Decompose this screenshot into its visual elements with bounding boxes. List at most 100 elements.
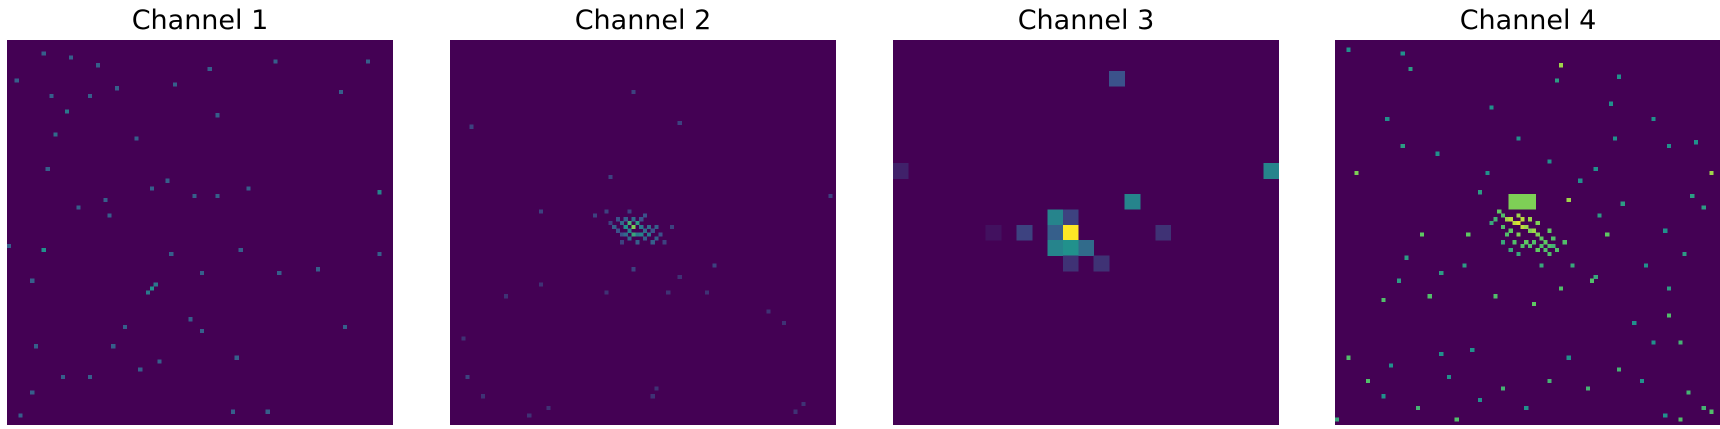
heatmap-cell	[315, 267, 320, 272]
heatmap-cell	[1528, 194, 1533, 199]
heatmap-cell	[592, 213, 597, 218]
heatmap-cell	[1666, 143, 1672, 149]
heatmap-cell	[1477, 398, 1482, 403]
heatmap-cell	[377, 251, 382, 256]
heatmap-cell	[1500, 213, 1506, 218]
heatmap-cell	[639, 232, 644, 237]
heatmap-cell	[1566, 355, 1571, 360]
heatmap-cell	[623, 217, 628, 222]
panel-title: Channel 1	[131, 5, 269, 36]
heatmap-cell	[1062, 209, 1079, 226]
heatmap-cell	[1516, 205, 1521, 210]
heatmap-cell	[1682, 251, 1687, 256]
heatmap-cell	[88, 93, 93, 99]
heatmap-cell	[111, 344, 116, 349]
heatmap-cell	[207, 66, 212, 72]
heatmap-cell	[1547, 228, 1552, 233]
heatmap-cell	[1663, 228, 1668, 233]
heatmap-cell	[1346, 47, 1351, 52]
heatmap-cell	[265, 409, 270, 414]
heatmap-cell	[504, 294, 509, 299]
heatmap-cell	[985, 224, 1002, 241]
heatmap-cell	[1528, 228, 1533, 233]
heatmap-channel-4	[1335, 40, 1720, 425]
heatmap-cell	[658, 232, 663, 237]
panel-channel-3: Channel 3	[893, 0, 1279, 429]
heatmap-cell	[1539, 263, 1544, 268]
heatmap-cell	[1062, 255, 1079, 272]
heatmap-cell	[662, 240, 667, 245]
heatmap-cell	[712, 263, 717, 268]
heatmap-cell	[1500, 386, 1506, 391]
heatmap-cell	[1678, 417, 1683, 422]
heatmap-cell	[95, 63, 100, 68]
heatmap-cell	[1516, 232, 1521, 237]
heatmap-cell	[635, 220, 640, 226]
heatmap-cell	[631, 232, 636, 237]
heatmap-cell	[157, 359, 162, 364]
heatmap-cell	[615, 228, 621, 233]
heatmap-cell	[1597, 213, 1602, 218]
heatmap-background	[7, 40, 393, 425]
heatmap-cell	[1508, 228, 1513, 233]
heatmap-cell	[1643, 263, 1648, 268]
heatmap-channel-1	[7, 40, 393, 425]
heatmap-cell	[1570, 263, 1575, 268]
heatmap-cell	[1678, 340, 1683, 345]
heatmap-cell	[1109, 70, 1125, 87]
heatmap-cell	[1578, 178, 1583, 183]
heatmap-cell	[68, 55, 73, 60]
heatmap-cell	[1516, 220, 1521, 226]
heatmap-cell	[546, 405, 551, 410]
heatmap-cell	[1555, 247, 1560, 253]
heatmap-background	[1335, 40, 1720, 425]
heatmap-cell	[627, 228, 632, 233]
heatmap-cell	[1047, 224, 1064, 241]
heatmap-cell	[1539, 244, 1544, 249]
heatmap-cell	[1547, 159, 1552, 164]
heatmap-cell	[134, 136, 139, 141]
heatmap-cell	[1616, 74, 1621, 79]
heatmap-cell	[766, 309, 771, 314]
heatmap-cell	[1335, 417, 1340, 422]
heatmap-cell	[115, 86, 120, 91]
heatmap-cell	[1470, 348, 1475, 353]
heatmap-cell	[1562, 240, 1567, 245]
heatmap-cell	[1520, 197, 1525, 202]
heatmap-cell	[1605, 232, 1610, 237]
heatmap-cell	[1263, 163, 1279, 179]
heatmap-cell	[1524, 197, 1529, 202]
heatmap-cell	[1385, 117, 1390, 122]
heatmap-cell	[377, 190, 382, 195]
heatmap-cell	[619, 232, 624, 237]
heatmap-cell	[781, 321, 787, 326]
heatmap-cell	[1520, 201, 1525, 206]
heatmap-cell	[1396, 278, 1401, 283]
heatmap-cell	[1632, 321, 1637, 326]
heatmap-cell	[631, 267, 636, 272]
heatmap-cell	[1516, 197, 1521, 202]
heatmap-cell	[1701, 405, 1706, 410]
heatmap-cell	[1516, 251, 1521, 256]
heatmap-cell	[643, 213, 648, 218]
heatmap-cell	[1062, 224, 1079, 241]
heatmap-cell	[1535, 247, 1540, 253]
heatmap-cell	[619, 220, 624, 226]
heatmap-cell	[234, 355, 239, 360]
heatmap-cell	[1520, 194, 1525, 199]
heatmap-cell	[1524, 205, 1529, 210]
heatmap-cell	[1651, 117, 1656, 122]
heatmap-cell	[1666, 286, 1672, 291]
heatmap-cell	[215, 194, 220, 199]
heatmap-cell	[1493, 217, 1498, 222]
panel-title: Channel 3	[1017, 5, 1155, 36]
heatmap-cell	[1520, 224, 1525, 229]
heatmap-cell	[615, 217, 621, 222]
heatmap-cell	[1585, 386, 1591, 391]
heatmap-cell	[138, 367, 143, 372]
heatmap-cell	[1666, 313, 1672, 318]
heatmap-cell	[1528, 217, 1533, 222]
heatmap-cell	[1512, 240, 1517, 245]
heatmap-cell	[149, 186, 154, 191]
heatmap-cell	[1365, 378, 1371, 383]
